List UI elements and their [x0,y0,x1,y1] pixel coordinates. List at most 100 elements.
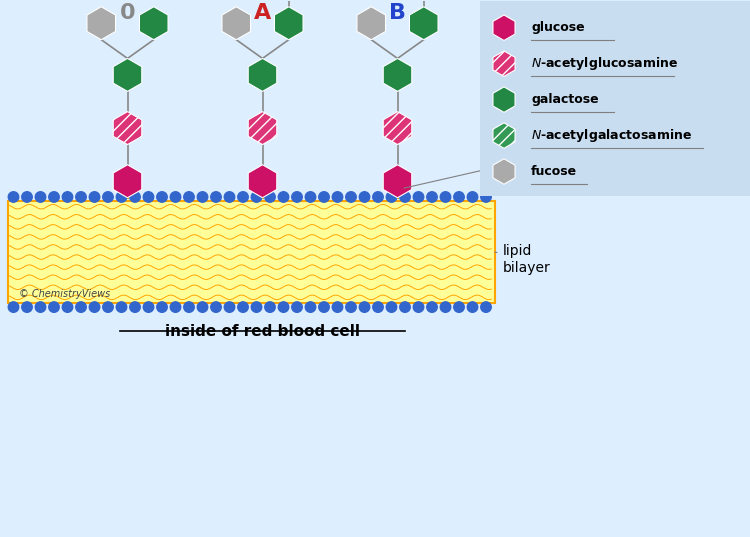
Circle shape [265,302,275,313]
Circle shape [454,192,464,202]
Circle shape [265,192,275,202]
Polygon shape [357,7,386,40]
Circle shape [238,192,248,202]
Circle shape [278,302,289,313]
Circle shape [49,302,59,313]
Circle shape [130,302,140,313]
Text: inside of red blood cell: inside of red blood cell [165,324,360,338]
Circle shape [184,192,194,202]
Circle shape [332,192,343,202]
Circle shape [157,302,167,313]
Circle shape [251,302,262,313]
Circle shape [103,302,113,313]
Polygon shape [493,15,515,40]
Polygon shape [383,59,412,91]
Circle shape [440,192,451,202]
Polygon shape [383,165,412,198]
Circle shape [305,192,316,202]
FancyBboxPatch shape [480,0,750,196]
Circle shape [170,302,181,313]
Circle shape [197,192,208,202]
Circle shape [481,192,491,202]
Circle shape [292,192,302,202]
Circle shape [157,192,167,202]
Polygon shape [113,59,142,91]
Circle shape [89,192,100,202]
Circle shape [467,302,478,313]
Polygon shape [383,112,412,144]
Circle shape [319,192,329,202]
Circle shape [427,302,437,313]
Circle shape [224,192,235,202]
Text: galactose: galactose [531,93,598,106]
Text: carbohydrate
chains: carbohydrate chains [404,140,596,188]
Text: fucose: fucose [531,165,578,178]
Circle shape [130,192,140,202]
Circle shape [440,302,451,313]
Polygon shape [274,7,303,40]
Circle shape [8,302,19,313]
Circle shape [386,302,397,313]
Text: A: A [254,3,272,23]
Circle shape [373,192,383,202]
Circle shape [427,192,437,202]
Circle shape [62,192,73,202]
Polygon shape [248,59,277,91]
Circle shape [62,302,73,313]
Circle shape [278,192,289,202]
Circle shape [116,302,127,313]
Text: B: B [389,3,406,23]
Circle shape [238,302,248,313]
Polygon shape [140,7,168,40]
Circle shape [292,302,302,313]
Circle shape [22,192,32,202]
Circle shape [359,192,370,202]
Polygon shape [87,7,116,40]
Circle shape [76,192,86,202]
Polygon shape [493,51,515,76]
Circle shape [386,192,397,202]
Circle shape [143,192,154,202]
Circle shape [251,192,262,202]
Circle shape [400,302,410,313]
Circle shape [211,192,221,202]
Circle shape [49,192,59,202]
Polygon shape [248,112,277,144]
Circle shape [116,192,127,202]
Circle shape [305,302,316,313]
Circle shape [454,302,464,313]
Text: lipid
bilayer: lipid bilayer [495,244,550,274]
Circle shape [467,192,478,202]
Circle shape [319,302,329,313]
Circle shape [413,192,424,202]
Polygon shape [493,159,515,184]
Circle shape [373,302,383,313]
Text: © ChemistryViews: © ChemistryViews [19,288,110,299]
Polygon shape [493,87,515,112]
Circle shape [224,302,235,313]
Circle shape [76,302,86,313]
Circle shape [211,302,221,313]
Circle shape [359,302,370,313]
Circle shape [170,192,181,202]
Circle shape [400,192,410,202]
Text: $\it{N}$-acetylglucosamine: $\it{N}$-acetylglucosamine [531,55,678,72]
Polygon shape [113,112,142,144]
Circle shape [103,192,113,202]
Circle shape [22,302,32,313]
Circle shape [481,302,491,313]
Polygon shape [248,165,277,198]
Polygon shape [410,7,438,40]
Circle shape [413,302,424,313]
Text: $\it{N}$-acetylgalactosamine: $\it{N}$-acetylgalactosamine [531,127,692,144]
Circle shape [346,302,356,313]
Circle shape [35,302,46,313]
Circle shape [143,302,154,313]
Polygon shape [493,123,515,148]
Circle shape [35,192,46,202]
Polygon shape [113,165,142,198]
Circle shape [184,302,194,313]
Text: 0: 0 [120,3,135,23]
Circle shape [346,192,356,202]
Polygon shape [222,7,251,40]
